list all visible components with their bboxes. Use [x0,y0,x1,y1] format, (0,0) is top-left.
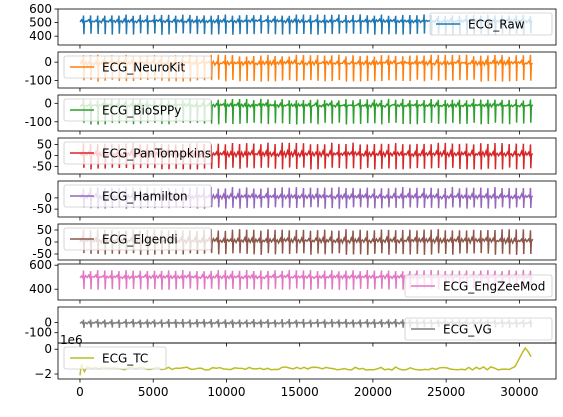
panel-ecg-vg: -1000 ECG_VG [25,306,557,347]
y-tick-label: 500 [29,16,52,30]
x-tick-label: 15000 [281,385,319,399]
legend-box [63,55,212,79]
y-tick-label: 0 [44,342,52,356]
legend: ECG_Hamilton [63,184,212,208]
legend-label: ECG_Hamilton [102,190,188,204]
y-tick-label: -100 [25,115,52,129]
y-tick-label: 0 [44,96,52,110]
y-tick-label: 50 [37,223,52,237]
legend-box [63,227,212,251]
y-tick-label: -50 [32,202,52,216]
axes-frame [57,8,557,46]
y-tick-label: -100 [25,74,52,88]
legend: ECG_VG [404,317,553,341]
y-tick-label: 600 [29,2,52,16]
legend: ECG_PanTompkins [63,141,212,165]
x-tick-label: 5000 [138,385,169,399]
legend-label: ECG_BioSPPy [102,104,181,118]
y-tick-label: 400 [29,282,52,296]
axes-frame [57,51,557,89]
y-offset-label: 1e6 [60,333,83,347]
y-tick-label: 0 [44,235,52,249]
y-tick-label: 0 [44,191,52,205]
y-tick-label: -50 [32,247,52,261]
legend-box [63,184,212,208]
y-tick-label: 600 [29,258,52,272]
legend-label: ECG_NeuroKit [102,61,185,75]
x-tick-label: 30000 [500,385,538,399]
legend-box [404,274,553,298]
axes-frame [57,342,557,380]
legend-label: ECG_TC [102,352,148,366]
legend-box [63,98,212,122]
legend: ECG_TC [63,346,167,370]
legend-box [429,12,553,36]
panel-ecg-hamilton: -500 ECG_Hamilton [32,180,557,221]
axes-frame [57,263,557,301]
y-tick-label: -100 [25,326,52,340]
x-tick-label: 20000 [354,385,392,399]
x-tick-label: 25000 [427,385,465,399]
legend-label: ECG_EngZeeMod [443,280,545,294]
legend: ECG_EngZeeMod [404,274,553,298]
legend: ECG_BioSPPy [63,98,212,122]
legend-label: ECG_Raw [468,18,525,32]
x-tick-label: 10000 [207,385,245,399]
y-tick-label: 0 [44,55,52,69]
y-tick-label: −2 [34,367,52,381]
panel-ecg-biosppy: -100 0 ECG_BioSPPy [25,94,557,135]
panel-ecg-engzeemod: 400 600 ECG_EngZeeMod [29,258,557,304]
legend-label: ECG_VG [443,323,492,337]
legend: ECG_Raw [429,12,553,36]
panel-ecg-neurokit: -100 0 ECG_NeuroKit [25,51,557,92]
x-axis: 0 5000 10000 15000 20000 25000 30000 [76,385,538,399]
y-tick-label: 0 [44,315,52,329]
y-tick-label: -50 [32,159,52,173]
legend: ECG_NeuroKit [63,55,212,79]
legend-label: ECG_PanTompkins [102,147,211,161]
y-tick-label: 0 [44,148,52,162]
y-tick-label: 50 [37,138,52,152]
axes-frame [57,180,557,218]
axes-frame [57,94,557,132]
legend-box [63,346,167,370]
panel-ecg-tc: −2 0 ECG_TC [34,342,557,383]
legend: ECG_Elgendi [63,227,212,251]
axes-frame [57,137,557,175]
x-tick-label: 0 [76,385,84,399]
y-tick-label: 400 [29,29,52,43]
legend-box [63,141,212,165]
legend-label: ECG_Elgendi [102,233,178,247]
legend-box [404,317,553,341]
